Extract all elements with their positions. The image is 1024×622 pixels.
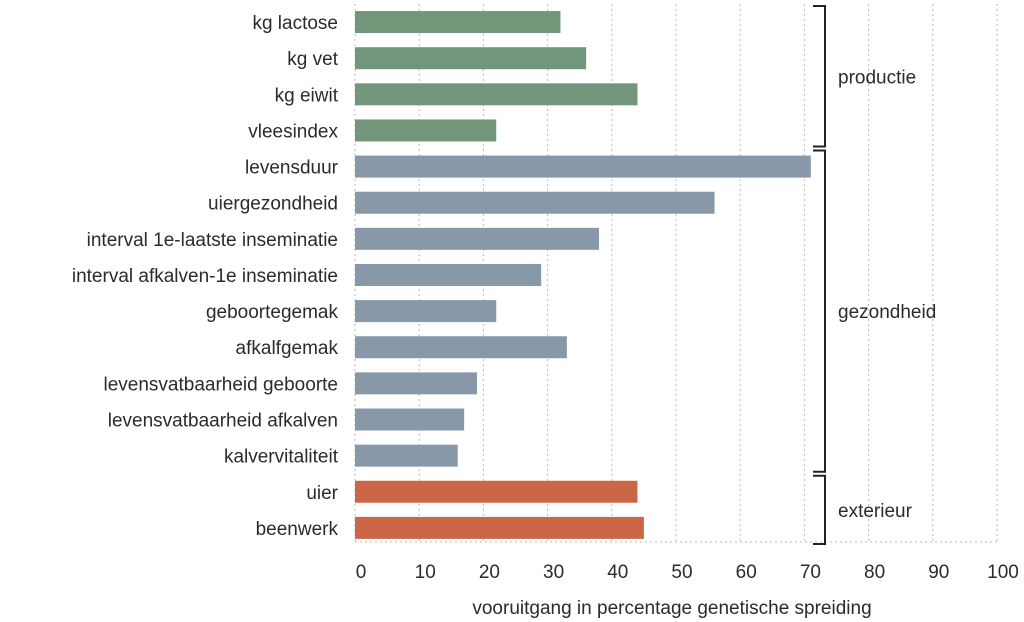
bar-1 (355, 47, 587, 70)
category-label: uiergezondheid (208, 194, 338, 215)
bar-9 (355, 336, 567, 359)
category-label: vleesindex (248, 121, 338, 142)
x-tick-label: 90 (928, 562, 949, 583)
bars (355, 11, 811, 539)
group-bracket-exterieur (813, 474, 826, 545)
x-tick-label: 10 (415, 562, 436, 583)
bar-11 (355, 408, 465, 431)
bar-6 (355, 227, 599, 250)
x-tick-label: 50 (671, 562, 692, 583)
x-tick-label: 60 (736, 562, 757, 583)
x-tick-label: 30 (543, 562, 564, 583)
category-label: afkalfgemak (236, 338, 339, 359)
bar-4 (355, 155, 811, 178)
bar-5 (355, 191, 715, 214)
gridlines (354, 4, 998, 543)
x-tick-label: 40 (607, 562, 628, 583)
bar-10 (355, 372, 477, 395)
group-label: productie (838, 67, 916, 88)
category-label: kg lactose (252, 13, 338, 34)
x-tick-label: 100 (987, 562, 1019, 583)
bar-3 (355, 119, 497, 142)
x-tick-labels: 0 10 20 30 40 50 60 70 80 90 100 (356, 562, 1019, 583)
bar-0 (355, 11, 561, 34)
group-label: exterieur (838, 501, 913, 522)
group-brackets: productie gezondheid exterieur (813, 5, 936, 545)
bar-13 (355, 480, 638, 503)
x-tick-label: 20 (479, 562, 500, 583)
category-label: uier (306, 483, 338, 504)
group-bracket-gezondheid (813, 149, 826, 473)
bar-7 (355, 263, 542, 286)
bar-12 (355, 444, 458, 467)
category-label: levensduur (245, 158, 339, 179)
x-tick-label: 70 (800, 562, 821, 583)
category-label: levensvatbaarheid afkalven (108, 410, 338, 431)
category-label: kalvervitaliteit (224, 447, 339, 468)
category-labels: kg lactose kg vet kg eiwit vleesindex levens… (72, 13, 339, 540)
category-label: interval afkalven-1e inseminatie (72, 266, 338, 287)
category-label: interval 1e-laatste inseminatie (87, 230, 338, 251)
bar-8 (355, 300, 497, 323)
x-axis-title: vooruitgang in percentage genetische spr… (472, 598, 871, 619)
bar-14 (355, 516, 644, 539)
category-label: geboortegemak (206, 302, 339, 323)
category-label: kg vet (287, 49, 338, 70)
x-tick-label: 0 (356, 562, 367, 583)
group-bracket-productie (813, 5, 826, 148)
bar-2 (355, 83, 638, 106)
category-label: beenwerk (256, 519, 339, 540)
x-tick-label: 80 (864, 562, 885, 583)
category-label: levensvatbaarheid geboorte (103, 374, 338, 395)
category-label: kg eiwit (275, 85, 339, 106)
group-label: gezondheid (838, 302, 936, 323)
